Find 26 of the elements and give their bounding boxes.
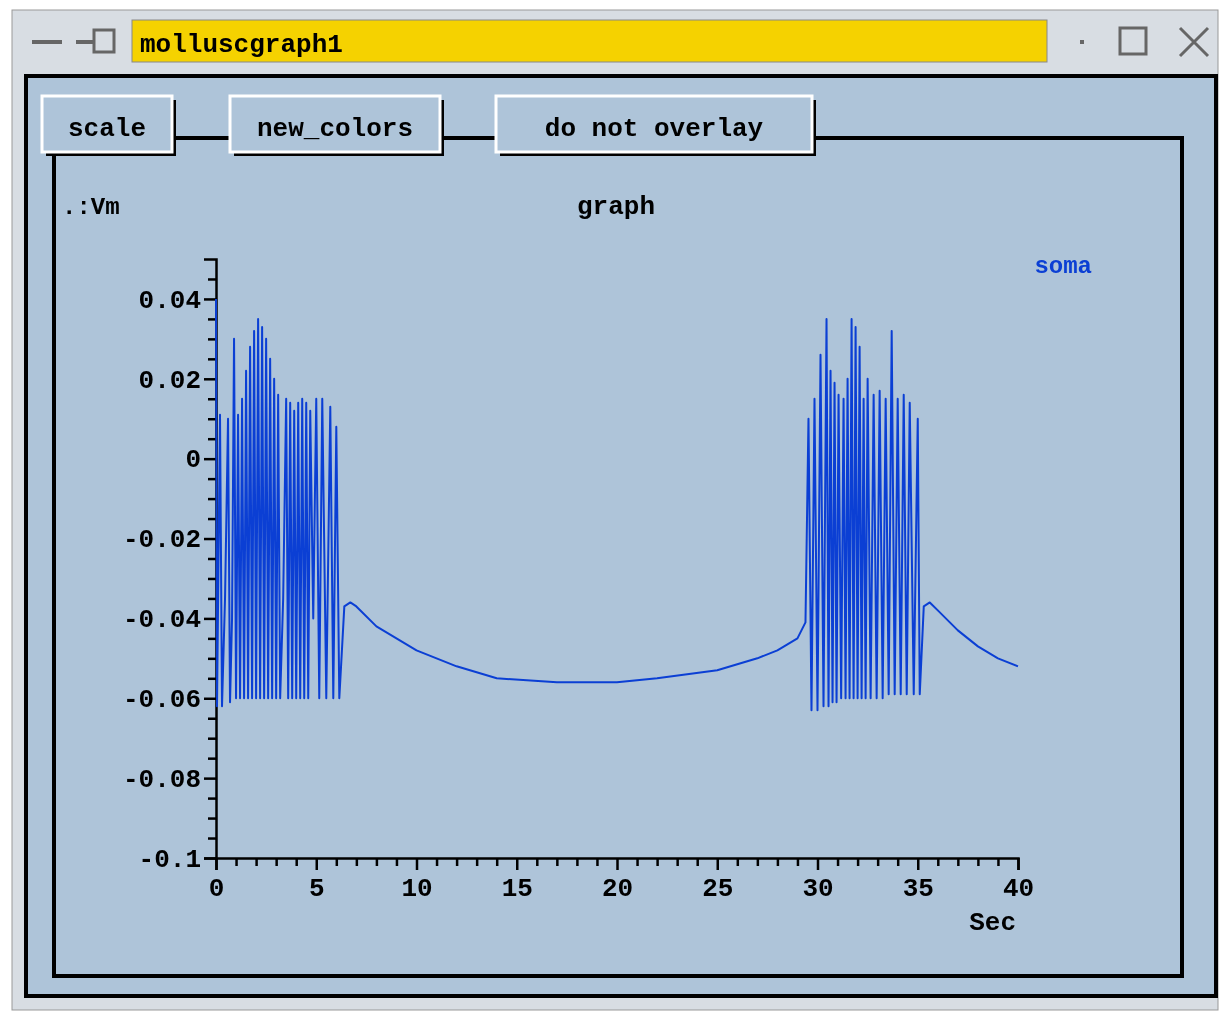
x-tick-label: 35 bbox=[902, 874, 934, 905]
text: do not overlay bbox=[544, 114, 764, 144]
y-tick-label: -0.04 bbox=[122, 605, 201, 636]
text: scale bbox=[67, 114, 147, 144]
y-tick-label: -0.08 bbox=[122, 764, 201, 795]
x-tick-label: 15 bbox=[501, 874, 533, 905]
text: soma bbox=[1034, 253, 1092, 280]
x-tick-label: 5 bbox=[308, 874, 325, 905]
x-tick-label: 25 bbox=[702, 874, 734, 905]
y-tick-label: -0.02 bbox=[122, 525, 201, 556]
x-tick-label: 20 bbox=[601, 874, 634, 905]
text: molluscgraph1 bbox=[140, 30, 343, 60]
chart-title: graph bbox=[576, 192, 656, 222]
y-tick-label: 0 bbox=[185, 445, 201, 476]
text: new_colors bbox=[256, 114, 414, 144]
y-tick-label: 0.02 bbox=[138, 365, 201, 396]
x-tick-label: 30 bbox=[802, 874, 834, 905]
x-tick-label: 10 bbox=[401, 874, 433, 905]
x-tick-label: 0 bbox=[208, 874, 225, 905]
x-axis-title: Sec bbox=[969, 908, 1016, 938]
y-tick-label: -0.1 bbox=[138, 844, 201, 875]
y-tick-label: -0.06 bbox=[122, 685, 201, 716]
x-tick-label: 40 bbox=[1002, 874, 1035, 905]
y-axis-title: .:Vm bbox=[62, 194, 120, 221]
line-series bbox=[215, 297, 1019, 712]
y-tick-label: 0.04 bbox=[138, 285, 201, 316]
